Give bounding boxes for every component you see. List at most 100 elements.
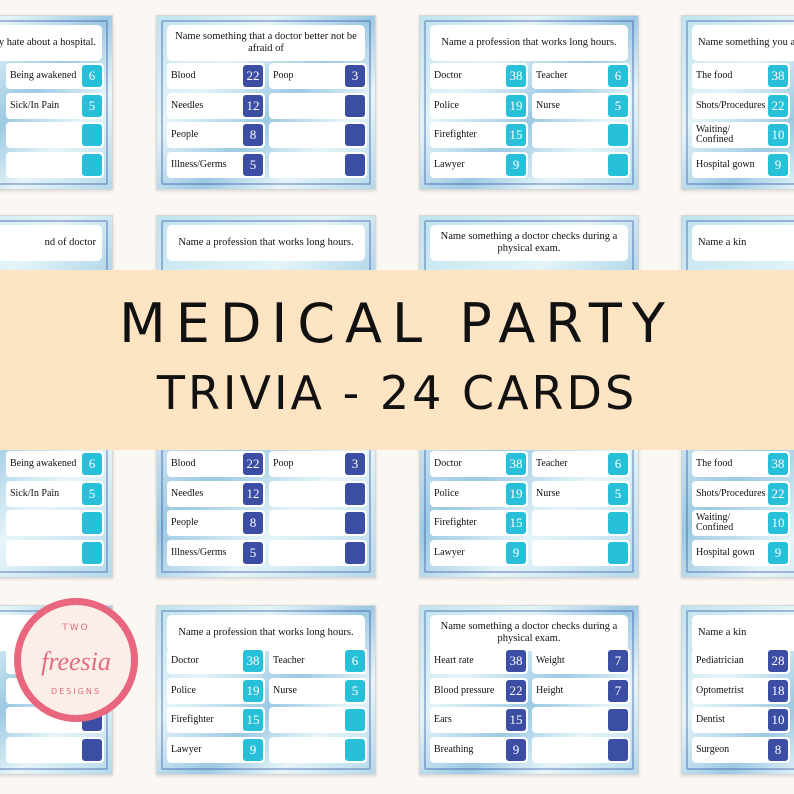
answer-slot: Doctor 38: [430, 451, 528, 477]
answer-slot: Heart rate 38: [430, 648, 528, 674]
answer-slot: [269, 92, 367, 119]
answer-slot: Illness/Germs 5: [167, 539, 265, 566]
answer-text: Firefighter: [434, 517, 477, 528]
score-box: 5: [243, 153, 263, 176]
score-box: 15: [243, 709, 263, 731]
score-box: [608, 541, 628, 564]
score-box: [82, 541, 102, 564]
answer-text: Breathing: [434, 743, 474, 755]
answer-text: Teacher: [536, 70, 568, 81]
score-box: 5: [82, 482, 102, 505]
answer-slot: [532, 736, 630, 763]
answer-slot: [269, 707, 367, 733]
score-box: 5: [82, 94, 102, 117]
answer-slot: Poop 3: [269, 451, 367, 477]
score-box: 5: [345, 679, 365, 702]
score-box: [345, 153, 365, 176]
score-box: [345, 709, 365, 731]
answer-slot: [532, 151, 630, 178]
score-box: 9: [506, 541, 526, 564]
score-box: [608, 153, 628, 176]
score-box: [345, 482, 365, 505]
answer-slot: [6, 510, 104, 536]
answer-slot: [269, 480, 367, 507]
score-box: [345, 738, 365, 761]
score-box: 38: [768, 65, 788, 87]
score-box: [82, 124, 102, 146]
score-box: 22: [768, 482, 788, 505]
score-box: [608, 738, 628, 761]
answer-slot: Firefighter 15: [167, 707, 265, 733]
score-box: 15: [506, 124, 526, 146]
score-box: 19: [506, 94, 526, 117]
answer-text: Pediatrician: [696, 655, 744, 666]
score-box: 9: [506, 738, 526, 761]
answer-text: Waiting/ Confined: [696, 512, 734, 533]
answer-slot: The food 38: [692, 451, 790, 477]
score-box: 22: [768, 94, 788, 117]
answer-slot: Waiting/ Confined 10: [692, 510, 790, 536]
answer-slot: Needles 12: [167, 92, 265, 119]
answer-slot: [532, 122, 630, 148]
answer-slot: Lawyer 9: [430, 151, 528, 178]
trivia-card: u absolutely hate about a hospital.Being…: [0, 15, 113, 190]
score-box: 6: [82, 453, 102, 475]
answer-text: Illness/Germs: [171, 546, 227, 558]
score-box: [82, 738, 102, 761]
answer-text: Surgeon: [696, 743, 730, 755]
answer-slot: Ears 15: [430, 707, 528, 733]
answer-text: Dentist: [696, 714, 725, 725]
question: Name a kin: [692, 225, 794, 261]
answer-slot: Height 7: [532, 677, 630, 704]
score-box: 8: [243, 124, 263, 146]
score-box: 18: [768, 679, 788, 702]
answer-text: Police: [171, 684, 196, 696]
answer-slot: Optometrist 18: [692, 677, 790, 704]
answer-slot: [269, 122, 367, 148]
answer-text: Heart rate: [434, 655, 474, 666]
answer-slot: Hospital gown 9: [692, 151, 790, 178]
logo-top: TWO: [62, 623, 90, 633]
title-banner: MEDICAL PARTY TRIVIA - 24 CARDS: [0, 270, 794, 450]
score-box: 38: [243, 650, 263, 672]
answer-text: Nurse: [273, 684, 297, 696]
score-box: [82, 153, 102, 176]
answer-text: Lawyer: [434, 158, 465, 170]
answer-slot: Doctor 38: [430, 63, 528, 89]
answer-slot: Firefighter 15: [430, 122, 528, 148]
score-box: 38: [506, 65, 526, 87]
answer-text: Sick/In Pain: [10, 487, 60, 499]
score-box: 7: [608, 650, 628, 672]
answer-text: Blood pressure: [434, 684, 495, 696]
score-box: 3: [345, 65, 365, 87]
answer-slot: Blood 22: [167, 451, 265, 477]
answer-slot: Being awakened 6: [6, 63, 104, 89]
answer-slot: Nurse 5: [532, 480, 630, 507]
answer-text: Teacher: [536, 458, 568, 469]
score-box: 9: [768, 153, 788, 176]
answer-slot: [6, 122, 104, 148]
answer-text: Firefighter: [434, 129, 477, 140]
trivia-card: Name something a doctor checks during a …: [419, 605, 639, 775]
answer-slot: Hospital gown 9: [692, 539, 790, 566]
question: Name a kin: [692, 615, 794, 651]
trivia-card: Name something you a being in a The food 3…: [681, 15, 794, 190]
question: Name something a doctor checks during a …: [430, 615, 628, 651]
answer-text: Blood: [171, 70, 196, 81]
score-box: 10: [768, 124, 788, 146]
score-box: [345, 541, 365, 564]
answer-slot: Lawyer 9: [167, 736, 265, 763]
score-box: [82, 512, 102, 534]
answer-text: Ears: [434, 714, 452, 725]
score-box: 5: [608, 482, 628, 505]
score-box: 28: [768, 650, 788, 672]
score-box: 6: [608, 65, 628, 87]
score-box: 6: [608, 453, 628, 475]
answer-slot: Illness/Germs 5: [167, 151, 265, 178]
answer-text: People: [171, 129, 199, 140]
answer-slot: [269, 539, 367, 566]
score-box: 15: [506, 709, 526, 731]
answer-text: Blood: [171, 458, 196, 469]
answer-slot: Dentist 10: [692, 707, 790, 733]
answer-text: Lawyer: [171, 743, 202, 755]
